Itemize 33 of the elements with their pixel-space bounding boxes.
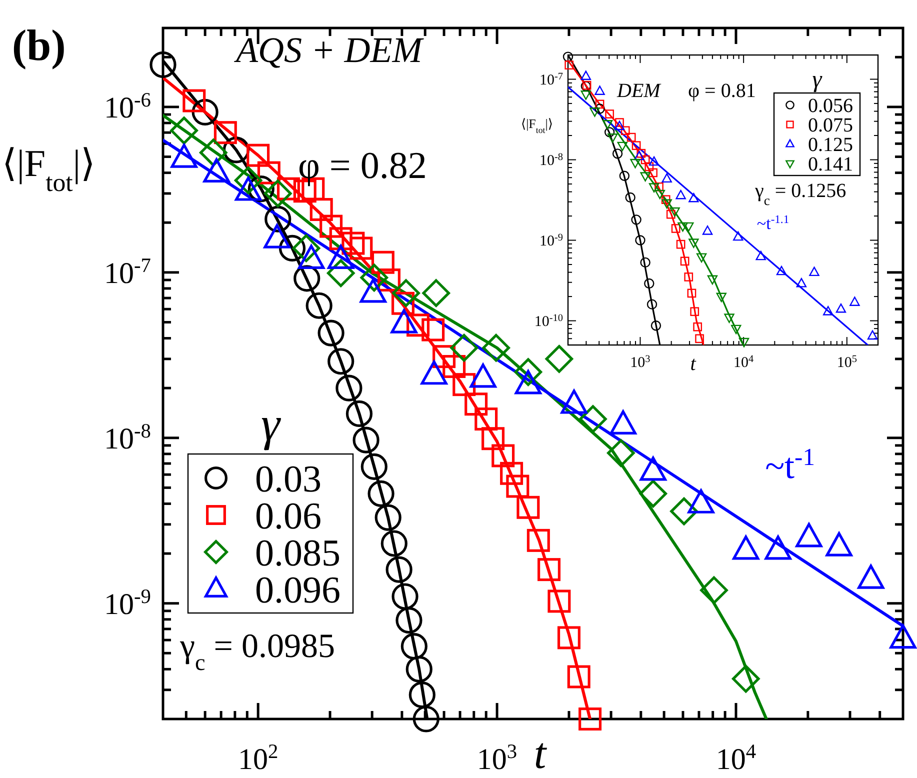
- y-tick-label: 10$^{-8}$: [540, 151, 563, 169]
- annotation: φ = 0.81: [688, 80, 756, 102]
- legend-title: γ: [261, 398, 282, 451]
- annotation: ~t$^{-1}$: [765, 444, 815, 486]
- y-tick-label: 10$^{-7}$: [540, 70, 563, 88]
- x-tick-label: 10$^{4}$: [716, 741, 756, 776]
- x-tick-label: 10$^{4}$: [734, 354, 754, 371]
- x-tick-label: 10$^{3}$: [476, 741, 518, 776]
- annotation: AQS + DEM: [234, 30, 424, 70]
- y-tick-label: 10$^{-8}$: [104, 420, 151, 456]
- y-tick-label: 10$^{-7}$: [104, 254, 151, 290]
- y-axis-title: ⟨|F$_{tot}$|⟩: [521, 116, 553, 135]
- x-tick-label: 10$^{5}$: [836, 354, 857, 371]
- x-axis-title: t: [534, 729, 548, 778]
- y-tick-label: 10$^{-10}$: [534, 312, 563, 330]
- y-axis-title: ⟨|F$_{tot}$|⟩: [2, 143, 96, 196]
- legend-label: 0.125: [808, 134, 853, 156]
- annotation: φ = 0.82: [298, 145, 427, 187]
- legend-title: γ: [812, 67, 822, 93]
- annotation: γ$_{c}$ = 0.1256: [754, 180, 846, 208]
- text: (b): [12, 21, 66, 70]
- y-tick-label: 10$^{-9}$: [104, 586, 151, 621]
- legend-label: 0.056: [808, 95, 853, 117]
- x-tick-label: 10$^{3}$: [630, 354, 650, 371]
- annotation: DEM: [616, 80, 662, 102]
- y-tick-label: 10$^{-9}$: [540, 232, 563, 250]
- annotation: ~t$^{-1.1}$: [756, 212, 790, 233]
- legend-label: 0.141: [808, 154, 853, 176]
- x-axis-title: t: [690, 353, 696, 375]
- y-tick-label: 10$^{-6}$: [104, 89, 151, 124]
- annotation: γ$_{c}$ = 0.0985: [179, 628, 335, 676]
- x-tick-label: 10$^{2}$: [238, 741, 278, 776]
- legend-label: 0.075: [808, 114, 853, 136]
